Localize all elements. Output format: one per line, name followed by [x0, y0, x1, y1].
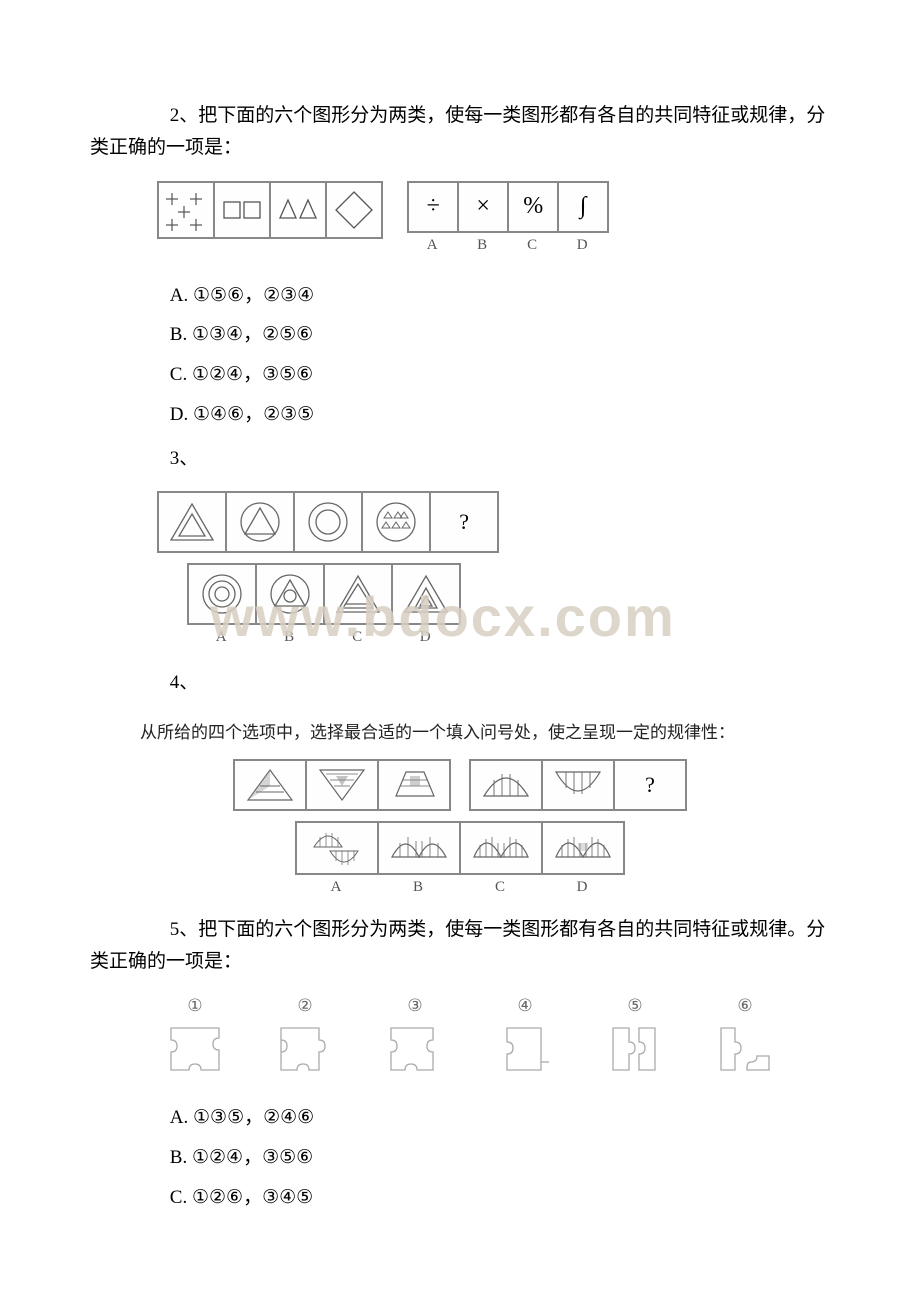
answer-label: C: [323, 629, 391, 646]
q4-label: 4、: [90, 667, 830, 699]
q2-option-D: D. ①④⑥，②③⑤: [170, 395, 830, 435]
puzzle-label: ④: [517, 996, 532, 1016]
pattern-a1-icon: [242, 766, 298, 804]
pattern-b1-icon: [478, 766, 534, 804]
q5-option-B: B. ①②④，③⑤⑥: [170, 1138, 830, 1178]
puzzle-shape-2-icon: [277, 1024, 333, 1074]
answer-label: C: [459, 879, 541, 896]
q4-opt-D-icon: [550, 827, 616, 869]
puzzle-shape-5-icon: [607, 1024, 663, 1074]
answer-cell-D: ∫: [558, 182, 608, 232]
two-triangles-icon: [276, 188, 320, 232]
q5-figure: ① ② ③ ④: [90, 996, 830, 1074]
q4-opt-B-icon: [386, 827, 452, 869]
pattern-a3-icon: [386, 766, 442, 804]
answer-label: B: [377, 879, 459, 896]
puzzle-shape-3-icon: [387, 1024, 443, 1074]
plus-pattern-icon: [164, 188, 208, 232]
puzzle-label: ⑤: [627, 996, 642, 1016]
q2-option-B: B. ①③④，②⑤⑥: [170, 315, 830, 355]
answer-label: D: [391, 629, 459, 646]
answer-label: A: [187, 629, 255, 646]
q3-figure: ?: [157, 491, 830, 646]
q4-opt-C-icon: [468, 827, 534, 869]
answer-label: D: [541, 879, 623, 896]
answer-label: A: [295, 879, 377, 896]
nested-triangles-b-icon: [333, 572, 383, 616]
answer-cell-B: ×: [458, 182, 508, 232]
puzzle-label: ⑥: [737, 996, 752, 1016]
pattern-b2-icon: [550, 766, 606, 804]
triangle-in-circle-icon: [235, 500, 285, 544]
puzzle-shape-4-icon: [497, 1024, 553, 1074]
q4-instruction: 从所给的四个选项中，选择最合适的一个填入问号处，使之呈现一定的规律性：: [140, 718, 830, 743]
answer-label: B: [457, 237, 507, 254]
q2-text: 2、把下面的六个图形分为两类，使每一类图形都有各自的共同特征或规律，分类正确的一…: [90, 100, 830, 165]
q5-option-A: A. ①③⑤，②④⑥: [170, 1098, 830, 1138]
answer-label: A: [407, 237, 457, 254]
q3-label: 3、: [90, 443, 830, 475]
q4-figure: ?: [233, 759, 687, 896]
puzzle-shape-1-icon: [167, 1024, 223, 1074]
puzzle-label: ③: [407, 996, 422, 1016]
tri-circle-nested-icon: [265, 572, 315, 616]
qmark-cell: ?: [614, 760, 686, 810]
q2-option-A: A. ①⑤⑥，②③④: [170, 276, 830, 316]
puzzle-label: ②: [297, 996, 312, 1016]
diamond-icon: [332, 188, 376, 232]
q2-option-C: C. ①②④，③⑤⑥: [170, 355, 830, 395]
six-triangles-in-circle-icon: [371, 500, 421, 544]
answer-label: D: [557, 237, 607, 254]
qmark-cell: ?: [430, 492, 498, 552]
three-circles-icon: [197, 572, 247, 616]
two-squares-icon: [220, 188, 264, 232]
q4-opt-A-icon: [304, 827, 370, 869]
answer-cell-A: ÷: [408, 182, 458, 232]
puzzle-label: ①: [187, 996, 202, 1016]
answer-cell-C: %: [508, 182, 558, 232]
tri-in-tri-small-icon: [401, 572, 451, 616]
puzzle-shape-6-icon: [717, 1024, 773, 1074]
circle-in-circle-icon: [303, 500, 353, 544]
answer-label: C: [507, 237, 557, 254]
q2-figure: ÷ × % ∫ A B C D: [157, 181, 830, 254]
q5-option-C: C. ①②⑥，③④⑤: [170, 1178, 830, 1218]
q5-text: 5、把下面的六个图形分为两类，使每一类图形都有各自的共同特征或规律。分类正确的一…: [90, 914, 830, 979]
answer-label: B: [255, 629, 323, 646]
pattern-a2-icon: [314, 766, 370, 804]
triangle-in-triangle-icon: [167, 500, 217, 544]
